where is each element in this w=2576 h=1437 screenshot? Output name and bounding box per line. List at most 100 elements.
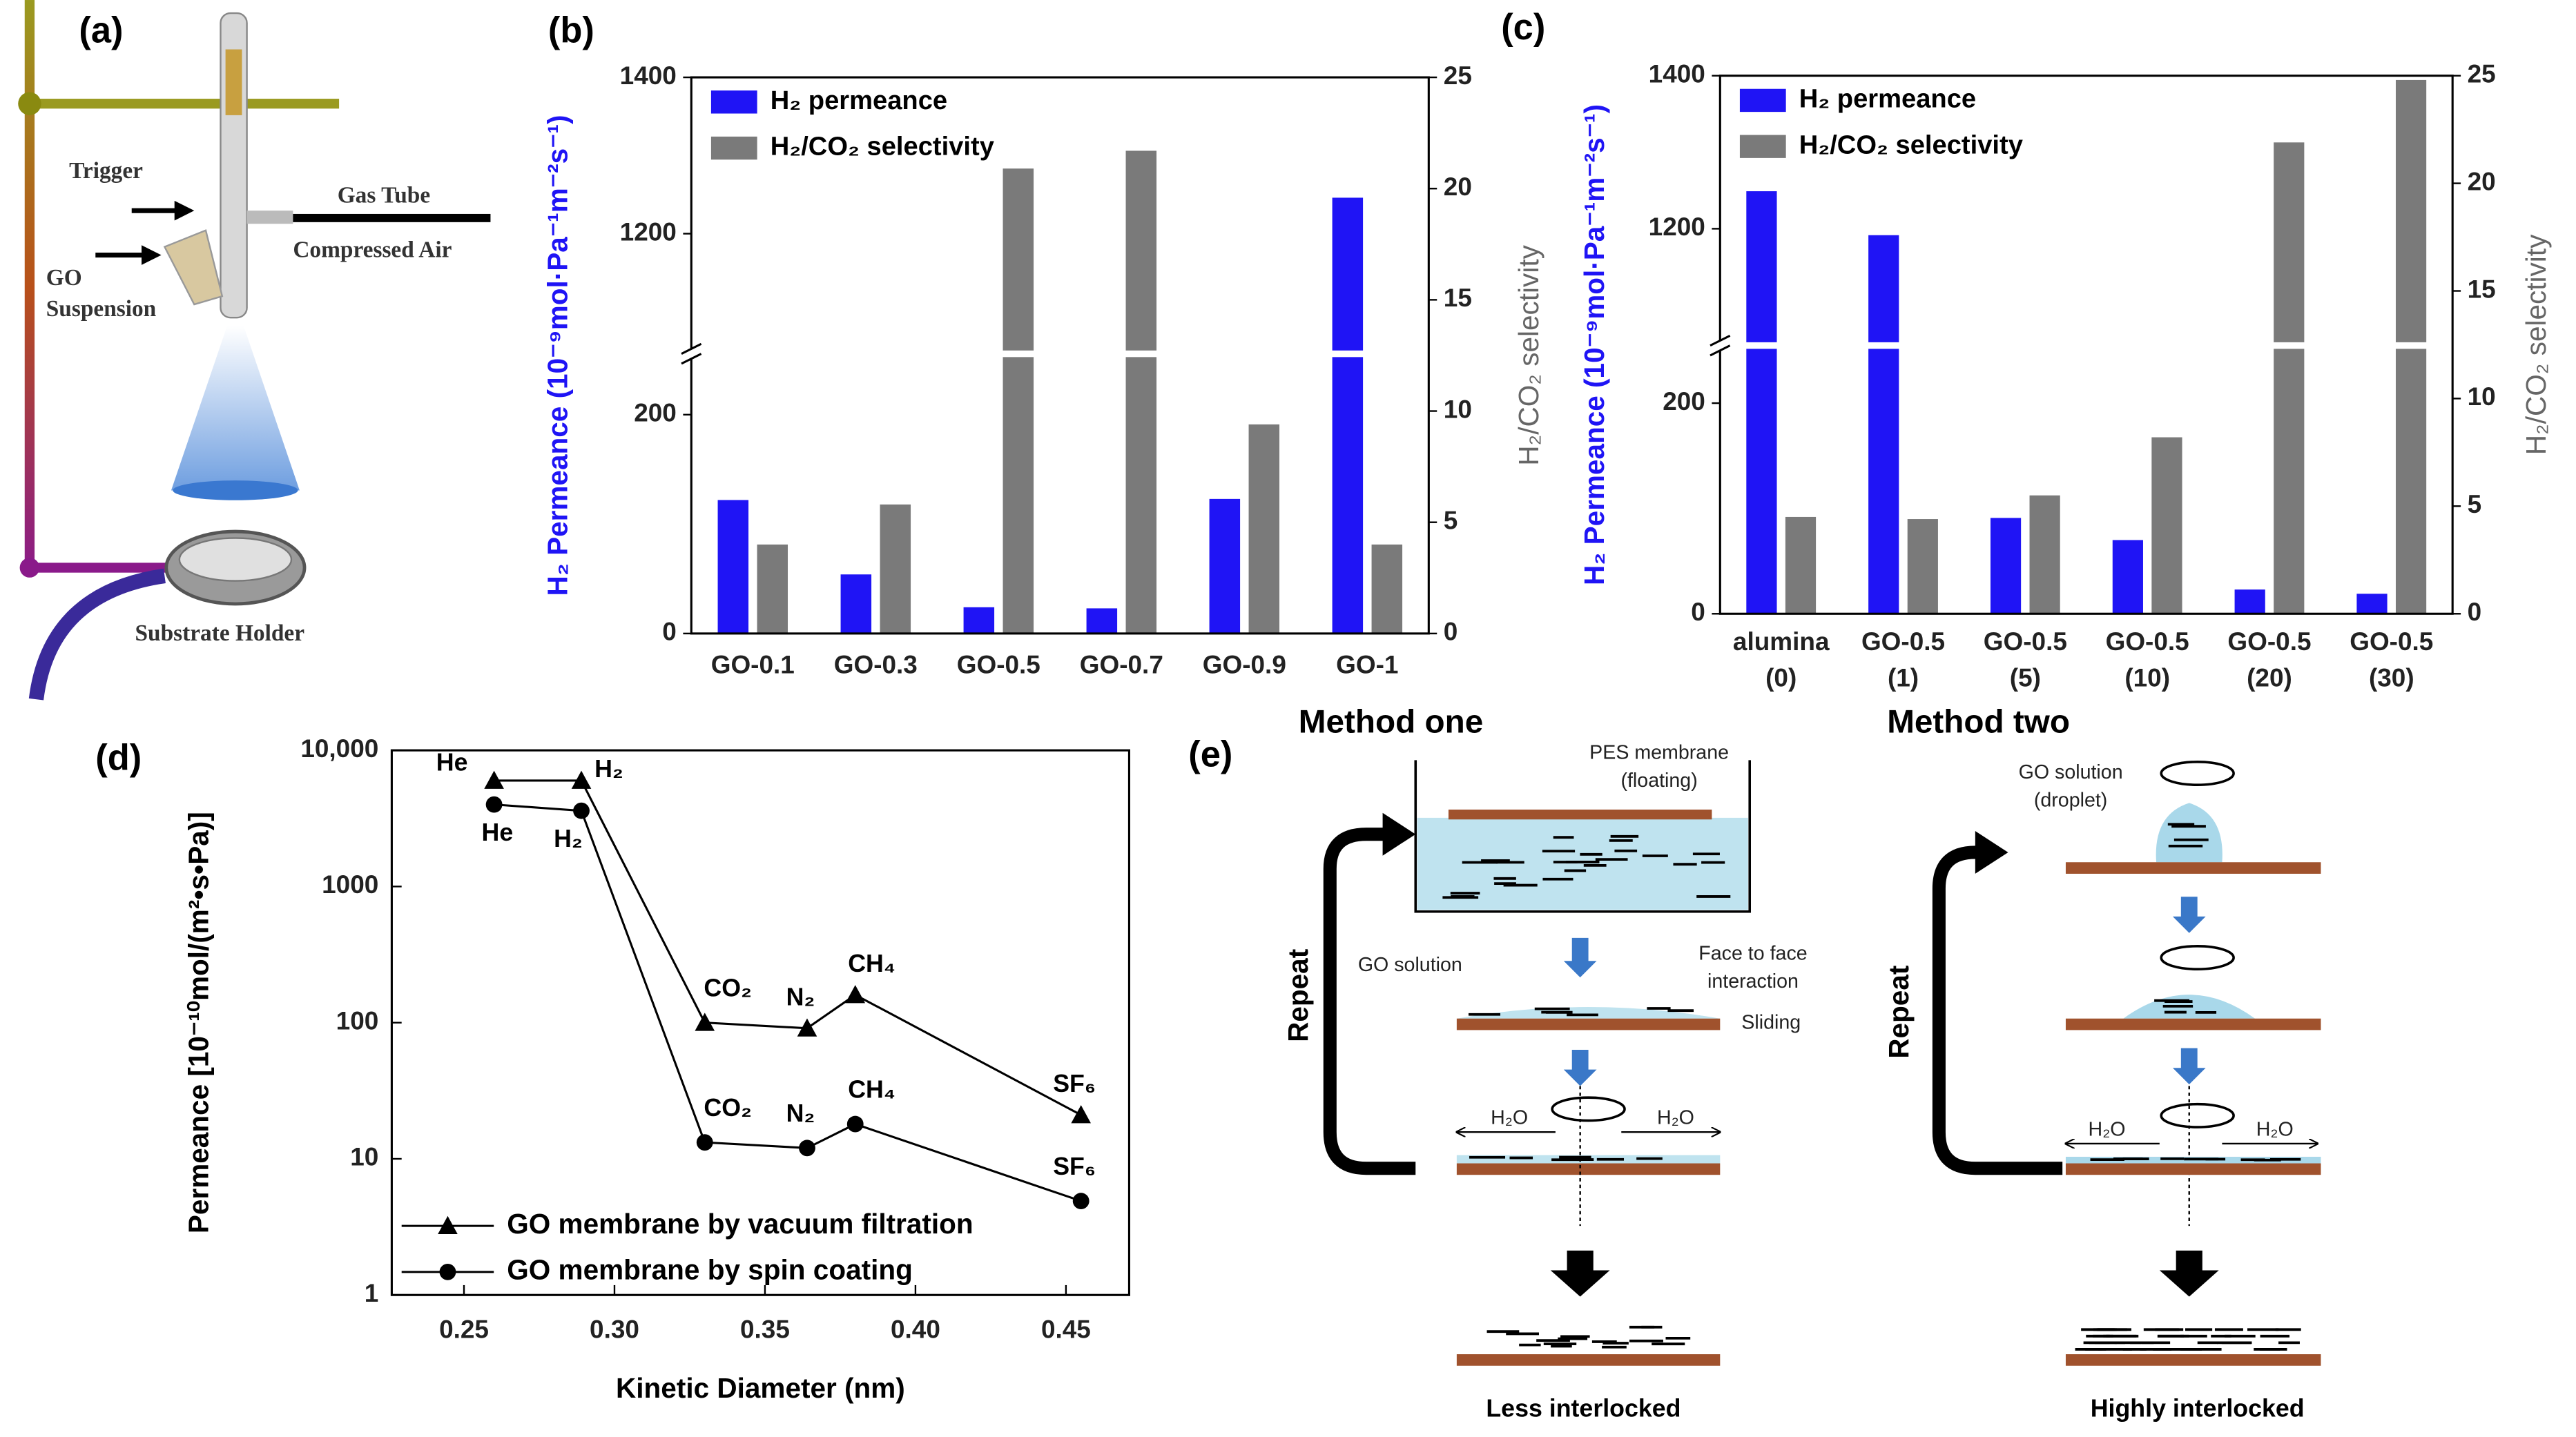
marker <box>484 770 504 789</box>
label: GO solution <box>1358 954 1462 976</box>
panel-label: (c) <box>1501 8 1545 48</box>
x-tick-label: 0.30 <box>590 1315 639 1343</box>
gun-inlet <box>246 211 293 224</box>
bar <box>1785 516 1817 614</box>
point-label: CH₄ <box>848 1075 895 1103</box>
point-label: CO₂ <box>704 974 752 1001</box>
legend-swatch <box>1739 88 1786 113</box>
y2-tick-label: 15 <box>1444 284 1472 312</box>
marker <box>799 1140 815 1157</box>
x-tick-label: GO-1 <box>1336 650 1398 678</box>
marker <box>845 985 866 1004</box>
layering-diagram: Method one Method two PES membrane (floa… <box>1282 704 2321 1423</box>
y-axis-label: H₂ Permeance (10⁻⁹mol·Pa⁻¹m⁻²s⁻¹) <box>541 115 573 596</box>
spin-icon <box>2160 1102 2235 1128</box>
label: (droplet) <box>2034 790 2107 812</box>
point-label: CO₂ <box>704 1094 752 1122</box>
marker <box>1072 1193 1090 1210</box>
bar <box>1371 544 1403 634</box>
bar <box>2274 142 2305 614</box>
x-tick-label: 0.40 <box>891 1315 940 1343</box>
bar <box>1003 168 1034 634</box>
y2-tick-label: 5 <box>2468 490 2482 518</box>
y-tick-label: 0 <box>662 618 677 646</box>
y-tick-label: 10 <box>350 1143 378 1171</box>
holder-knob <box>19 558 40 578</box>
bar <box>1907 519 1938 614</box>
label: PES membrane <box>1589 741 1729 763</box>
container <box>1414 760 1752 913</box>
bar <box>1086 608 1118 634</box>
point-label: CH₄ <box>848 950 895 977</box>
label: H₂O <box>1491 1107 1528 1129</box>
panel-label: (e) <box>1188 735 1232 775</box>
spray-droplets <box>173 480 298 500</box>
x-tick-label: (10) <box>2124 663 2170 692</box>
method-title: Method two <box>1887 704 2070 741</box>
label: H₂O <box>1657 1107 1694 1129</box>
x-tick-label: (20) <box>2247 663 2292 692</box>
point-label: He <box>436 749 468 776</box>
marker <box>573 802 590 819</box>
holder-arm <box>29 563 170 573</box>
panel-label: (d) <box>95 738 142 778</box>
legend-swatch <box>710 90 757 114</box>
x-tick-label: GO-0.7 <box>1080 650 1163 678</box>
x-tick-label: alumina <box>1733 627 1830 656</box>
substrate <box>1456 1354 1721 1366</box>
bar <box>1125 150 1157 634</box>
marker <box>485 796 503 813</box>
series-line <box>494 803 1082 1202</box>
label: GO solution <box>2019 761 2123 783</box>
y2-tick-label: 25 <box>1444 61 1472 90</box>
y-tick-label: 0 <box>1691 598 1705 626</box>
stand-knob <box>18 92 41 115</box>
label: Compressed Air <box>293 237 452 262</box>
bar <box>1868 235 1899 614</box>
bar <box>2029 495 2060 614</box>
x-tick-label: GO-0.9 <box>1203 650 1286 678</box>
x-tick-label: (5) <box>2010 663 2041 692</box>
y2-tick-label: 15 <box>2468 275 2496 303</box>
label: Trigger <box>69 158 143 184</box>
marker <box>696 1134 713 1151</box>
go-cup <box>163 229 224 306</box>
y-tick-label: 200 <box>634 399 677 427</box>
y-tick-label: 1400 <box>620 61 677 90</box>
marker <box>571 770 592 789</box>
y2-axis-label: H₂/CO₂ selectivity <box>2520 234 2552 455</box>
repeat-arrow <box>1323 828 1416 1175</box>
x-tick-label: GO-0.5 <box>1984 627 2067 656</box>
axis-break-gap <box>681 349 701 359</box>
point-label: N₂ <box>786 983 815 1010</box>
stand-arm <box>29 99 340 109</box>
legend-label: GO membrane by spin coating <box>507 1254 913 1286</box>
y2-tick-label: 10 <box>1444 395 1472 423</box>
gun-band <box>225 49 242 115</box>
label: (floating) <box>1620 770 1697 792</box>
step-arrow <box>2172 897 2206 933</box>
x-tick-label: 0.45 <box>1041 1315 1091 1343</box>
repeat-arrow <box>1932 845 2063 1175</box>
y-tick-label: 1400 <box>1649 59 1705 88</box>
y2-axis-label: H₂/CO₂ selectivity <box>1513 244 1544 465</box>
bar <box>2356 594 2388 614</box>
y2-tick-label: 5 <box>1444 506 1458 534</box>
legend-label: H₂/CO₂ selectivity <box>1799 130 2023 159</box>
x-tick-label: GO-0.5 <box>2227 627 2311 656</box>
label: Gas Tube <box>338 183 430 208</box>
bar <box>717 500 749 634</box>
bar <box>2151 437 2182 614</box>
stand-pole <box>24 0 35 576</box>
step-arrow <box>1550 1250 1610 1297</box>
y2-tick-label: 0 <box>2468 598 2482 626</box>
y2-tick-label: 0 <box>1444 618 1458 646</box>
x-tick-label: GO-0.3 <box>834 650 918 678</box>
base-curve <box>28 568 166 701</box>
bar <box>2112 540 2143 614</box>
y2-tick-label: 20 <box>2468 167 2496 195</box>
point-label: N₂ <box>786 1099 815 1127</box>
axis-break-gap <box>693 350 1427 358</box>
